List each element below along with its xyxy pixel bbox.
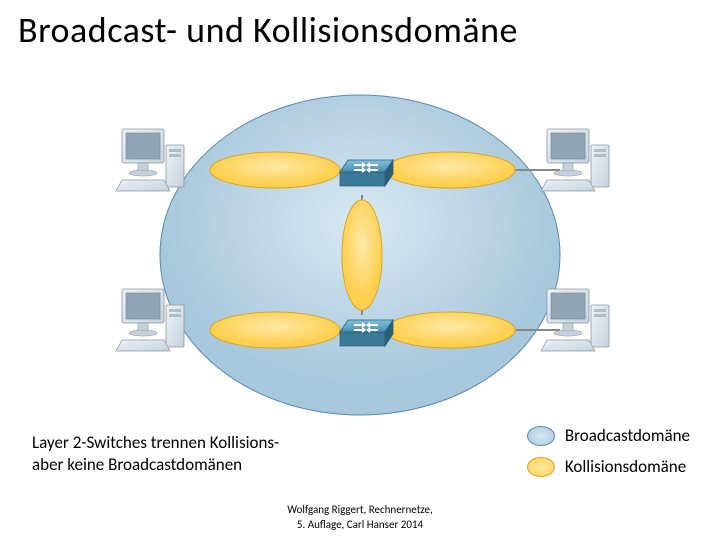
legend-broadcast: Broadcastdomäne: [527, 425, 690, 446]
footer-line2: 5. Auflage, Carl Hanser 2014: [297, 518, 423, 531]
pc-bottom-right: [541, 289, 609, 351]
pc-top-right: [541, 129, 609, 191]
pc-top-left: [116, 129, 184, 191]
switch-bottom: [340, 320, 393, 346]
caption: Layer 2-Switches trennen Kollisions- abe…: [32, 432, 279, 476]
legend-collision-label: Kollisionsdomäne: [565, 456, 686, 477]
caption-line2: aber keine Broadcastdomänen: [32, 454, 242, 475]
legend: Broadcastdomäne Kollisionsdomäne: [527, 425, 690, 487]
legend-collision: Kollisionsdomäne: [527, 456, 690, 477]
switch-top: [340, 160, 393, 186]
collision-swatch: [527, 457, 555, 477]
footer: Wolfgang Riggert, Rechnernetze, 5. Aufla…: [0, 503, 720, 532]
caption-line1: Layer 2-Switches trennen Kollisions-: [32, 432, 279, 453]
footer-line1: Wolfgang Riggert, Rechnernetze,: [287, 503, 432, 516]
broadcast-swatch: [527, 426, 555, 446]
legend-broadcast-label: Broadcastdomäne: [565, 425, 690, 446]
